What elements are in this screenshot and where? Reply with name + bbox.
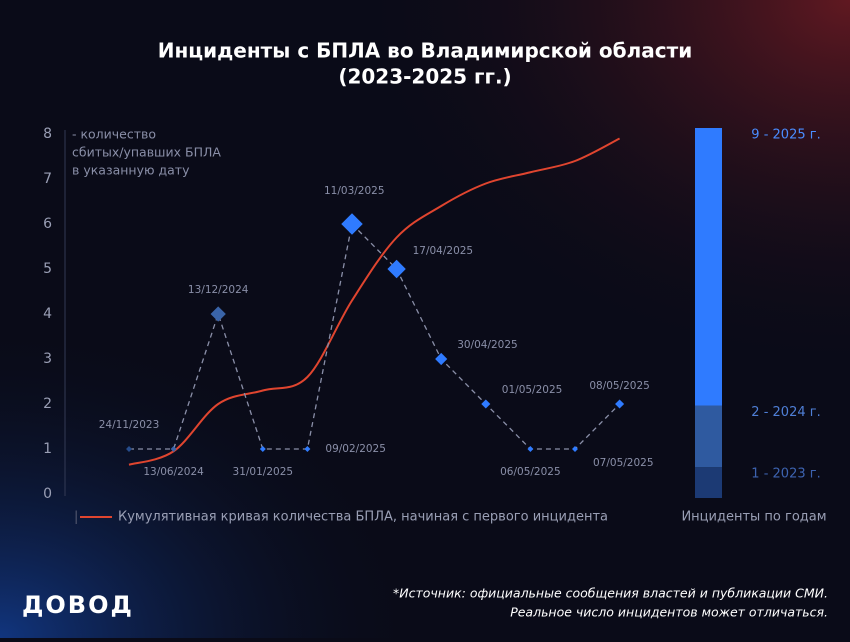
bar-label: 2 - 2024 г. <box>751 405 820 420</box>
data-point <box>387 259 406 279</box>
chart-subtitle: (2023-2025 гг.) <box>338 65 511 89</box>
bar-label: 9 - 2025 г. <box>751 128 820 143</box>
y-tick-label: 7 <box>43 171 52 187</box>
cumulative-line <box>128 137 621 466</box>
date-label: 24/11/2023 <box>99 419 160 431</box>
date-label: 11/03/2025 <box>324 185 385 197</box>
bar-segment <box>695 405 722 468</box>
y-tick-label: 5 <box>43 261 52 277</box>
annotation: - количество <box>72 127 156 142</box>
data-point <box>210 306 226 322</box>
y-tick-label: 0 <box>43 486 52 502</box>
chart-title: Инциденты с БПЛА во Владимирской области <box>158 39 692 63</box>
count-line <box>129 222 621 450</box>
logo: ДОВОД <box>22 591 134 619</box>
date-label: 06/05/2025 <box>500 466 561 478</box>
y-tick-label: 1 <box>43 441 52 457</box>
date-label: 30/04/2025 <box>457 339 518 351</box>
bar-caption: Инциденты по годам <box>681 510 826 525</box>
y-tick-label: 4 <box>43 306 52 322</box>
bar-segment <box>695 467 722 498</box>
data-point <box>615 399 625 409</box>
annotation: в указанную дату <box>72 163 190 178</box>
date-label: 17/04/2025 <box>413 245 474 257</box>
data-point <box>435 352 448 366</box>
date-label: 31/01/2025 <box>233 466 294 478</box>
date-label: 09/02/2025 <box>325 443 386 455</box>
data-point <box>572 446 578 452</box>
y-tick-label: 3 <box>43 351 52 367</box>
date-label: 13/06/2024 <box>143 466 204 478</box>
date-label: 07/05/2025 <box>593 457 654 469</box>
bar-label: 1 - 2023 г. <box>751 467 820 482</box>
source-note: *Источник: официальные сообщения властей… <box>393 586 828 601</box>
legend-separator: | <box>74 510 78 525</box>
date-label: 01/05/2025 <box>502 384 563 396</box>
date-label: 08/05/2025 <box>589 380 650 392</box>
date-label: 13/12/2024 <box>188 284 249 296</box>
y-tick-label: 2 <box>43 396 52 412</box>
legend-label: Кумулятивная кривая количества БПЛА, нач… <box>118 510 608 525</box>
data-point <box>304 446 311 452</box>
annotation: сбитых/упавших БПЛА <box>72 145 221 160</box>
data-point <box>126 446 132 452</box>
y-tick-label: 8 <box>43 126 52 142</box>
source-note: Реальное число инцидентов может отличать… <box>510 605 828 620</box>
bar-segment <box>695 128 722 406</box>
y-tick-label: 6 <box>43 216 52 232</box>
